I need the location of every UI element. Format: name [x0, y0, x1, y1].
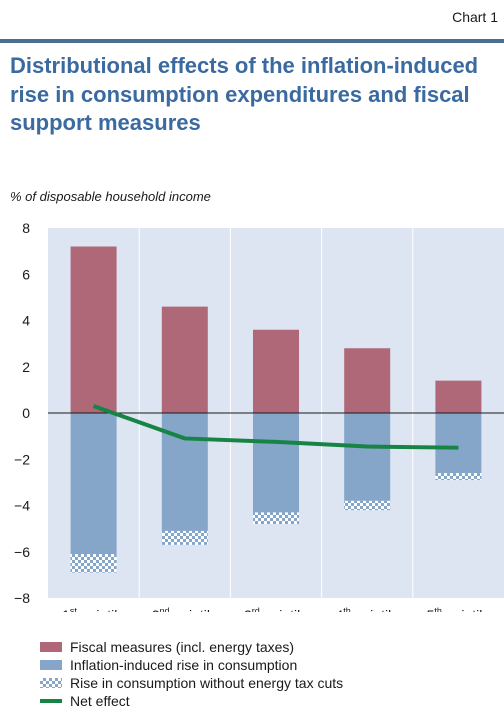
legend-label-inflation: Inflation-induced rise in consumption	[70, 657, 298, 673]
bar-rise-without-energy-tax-cuts	[253, 512, 299, 524]
legend-swatch-fiscal	[40, 642, 62, 652]
y-tick-label: 4	[22, 313, 30, 329]
bar-fiscal-measures	[253, 329, 299, 413]
y-tick-label: 8	[22, 220, 30, 236]
legend-item-inflation: Inflation-induced rise in consumption	[40, 656, 343, 674]
x-tick-label: 5th quintile	[427, 606, 491, 612]
legend-item-rise-without-tax-cuts: Rise in consumption without energy tax c…	[40, 674, 343, 692]
chart-svg: 8 6 4 2 0 −2 −4 −6 −8 1st quintile 2nd quintile 3r…	[14, 220, 504, 612]
y-tick-label: 6	[22, 266, 30, 282]
legend-label-fiscal: Fiscal measures (incl. energy taxes)	[70, 639, 295, 655]
bar-fiscal-measures	[435, 380, 482, 413]
bar-rise-without-energy-tax-cuts	[344, 500, 391, 511]
top-rule	[0, 39, 504, 43]
y-tick-label: 0	[22, 405, 30, 421]
x-tick-label: 4th quintile	[335, 606, 399, 612]
bar-rise-without-energy-tax-cuts	[435, 473, 482, 481]
legend: Fiscal measures (incl. energy taxes) Inf…	[40, 638, 343, 710]
bar-inflation-induced-rise	[344, 413, 391, 501]
bar-fiscal-measures	[161, 306, 208, 413]
chart-title: Distributional effects of the inflation-…	[10, 53, 479, 135]
legend-item-net-effect: Net effect	[40, 692, 343, 710]
legend-item-fiscal: Fiscal measures (incl. energy taxes)	[40, 638, 343, 656]
chart-label: Chart 1	[452, 9, 498, 25]
bar-fiscal-measures	[70, 246, 117, 413]
y-axis-unit-label: % of disposable household income	[10, 189, 211, 204]
y-tick-label: −8	[14, 590, 30, 606]
legend-swatch-inflation	[40, 660, 62, 670]
bar-fiscal-measures	[344, 348, 391, 413]
legend-swatch-rise-without-tax-cuts	[40, 678, 62, 688]
x-tick-label: 2nd quintile	[152, 606, 218, 612]
x-tick-label: 3rd quintile	[244, 606, 308, 612]
bars	[70, 246, 482, 573]
legend-label-net-effect: Net effect	[70, 693, 130, 709]
bar-inflation-induced-rise	[253, 413, 299, 513]
legend-label-rise-without-tax-cuts: Rise in consumption without energy tax c…	[70, 675, 344, 691]
y-axis: 8 6 4 2 0 −2 −4 −6 −8	[14, 220, 30, 606]
x-tick-label: 1st quintile	[62, 606, 125, 612]
y-tick-label: 2	[22, 359, 30, 375]
bar-inflation-induced-rise	[435, 413, 482, 474]
bar-rise-without-energy-tax-cuts	[161, 530, 208, 545]
legend-swatch-net-effect	[40, 699, 62, 703]
x-axis: 1st quintile 2nd quintile 3rd quintile 4th …	[62, 606, 490, 612]
y-tick-label: −4	[14, 498, 30, 514]
y-tick-label: −6	[14, 544, 30, 560]
bar-rise-without-energy-tax-cuts	[70, 554, 117, 573]
bar-inflation-induced-rise	[70, 413, 117, 555]
y-tick-label: −2	[14, 451, 30, 467]
net-effect-line-group	[92, 404, 459, 450]
